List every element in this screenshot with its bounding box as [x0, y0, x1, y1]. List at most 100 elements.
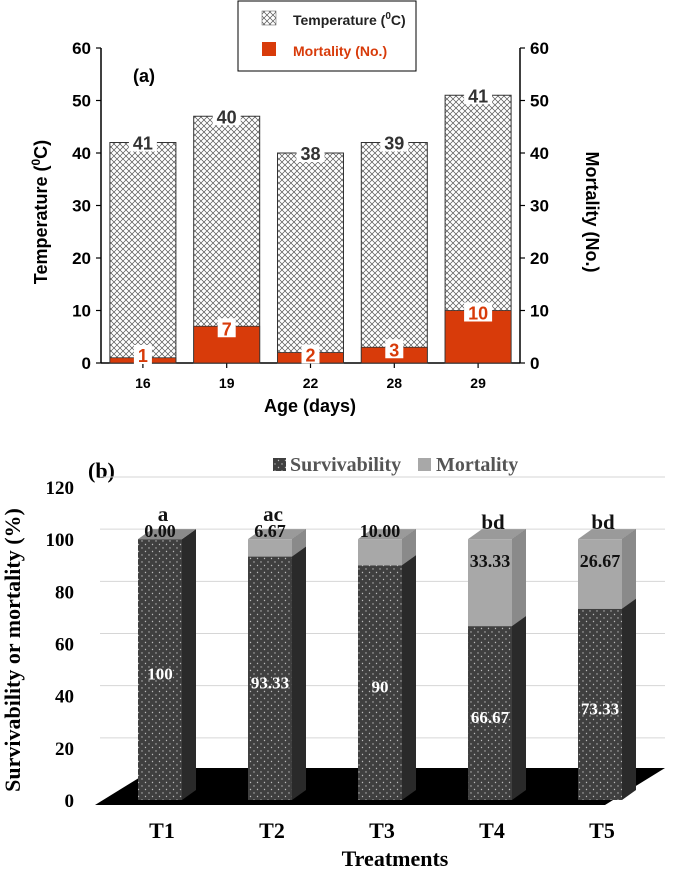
left-tick-label: 50 — [72, 92, 91, 111]
temperature-label-bg — [128, 132, 157, 152]
mortality-data-label: 10 — [468, 304, 488, 324]
survivability-bar — [138, 539, 182, 800]
left-tick-label: 40 — [72, 144, 91, 163]
significance-letter: bd — [591, 510, 615, 534]
right-tick-label: 50 — [530, 92, 549, 111]
mortality-label-bg — [217, 318, 236, 338]
mortality-label-bg — [133, 345, 152, 364]
right-tick-label: 0 — [530, 354, 539, 373]
legend-swatch-temperature — [261, 10, 277, 26]
bar-top-face — [578, 529, 636, 540]
mortality-side-face — [292, 529, 306, 557]
left-tick-label: 0 — [82, 354, 91, 373]
left-tick-label: 20 — [72, 249, 91, 268]
left-tick-label: 10 — [72, 302, 91, 321]
survivability-bar — [248, 556, 292, 800]
temperature-bar — [109, 142, 177, 364]
x-tick-label: 28 — [387, 375, 403, 391]
significance-letter: ac — [263, 502, 283, 526]
survivability-data-label: 100 — [147, 665, 173, 684]
mortality-bar — [248, 539, 292, 557]
right-tick-label: 60 — [530, 39, 549, 58]
y-tick-label: 120 — [46, 478, 75, 499]
y-tick-label: 100 — [46, 530, 75, 551]
panel-a-legend: Temperature (0C) Mortality (No.) — [237, 0, 417, 72]
bar-top-face — [468, 529, 526, 540]
y-tick-label: 60 — [55, 635, 74, 656]
y-tick-label: 20 — [55, 739, 74, 760]
x-tick-label: 29 — [470, 375, 486, 391]
bar-side-face — [402, 529, 416, 800]
left-tick-label: 60 — [72, 39, 91, 58]
significance-letter: a — [158, 502, 169, 526]
mortality-data-label: 1 — [138, 346, 148, 366]
temperature-data-label: 39 — [384, 134, 404, 154]
mortality-data-label: 3 — [389, 340, 399, 360]
y-tick-label: 0 — [65, 791, 75, 812]
mortality-label-bg — [301, 344, 320, 364]
legend-label-mortality-b: Mortality — [436, 454, 518, 476]
temperature-data-label: 41 — [133, 134, 153, 154]
mortality-data-label: 2 — [305, 346, 315, 366]
mortality-side-face — [402, 529, 416, 566]
temperature-data-label: 40 — [217, 107, 237, 127]
bar-top-face — [248, 529, 306, 540]
panel-a-bars: 41 1 40 7 38 2 39 3 41 10 — [109, 85, 512, 366]
temperature-data-label: 38 — [300, 144, 320, 164]
temperature-bar — [277, 152, 344, 364]
legend-swatch-mortality — [262, 42, 276, 56]
temperature-data-label: 41 — [468, 86, 488, 106]
y-tick-label: 40 — [55, 687, 74, 708]
mortality-data-label: 0.00 — [144, 521, 176, 541]
panel-b-y-axis-label: Survivability or mortality (%) — [0, 508, 25, 792]
mortality-side-face — [622, 529, 636, 609]
panel-a-label: (a) — [133, 66, 155, 86]
panel-a-right-axis-label: Mortality (No.) — [582, 152, 602, 273]
legend-label-mortality: Mortality (No.) — [293, 43, 387, 59]
panel-b-ticks: 0 20 40 60 80 100 120 T1 T2 T3 T4 T5 — [46, 478, 615, 843]
legend-label-survivability: Survivability — [290, 454, 401, 476]
panel-b-survivability-mortality: (b) Survivability Mortality 0 20 40 60 80 100… — [0, 454, 665, 870]
panel-a-left-axis-label: Temperature (0C) — [29, 140, 51, 284]
y-tick-label: 80 — [55, 582, 74, 603]
temperature-label-bg — [380, 132, 409, 152]
mortality-data-label: 6.67 — [254, 521, 286, 541]
mortality-data-label: 33.33 — [470, 551, 511, 571]
x-tick-label: 22 — [303, 375, 319, 391]
survivability-bar — [358, 565, 402, 800]
panel-b-label: (b) — [88, 458, 115, 483]
mortality-data-label: 7 — [222, 319, 232, 339]
bar-top-face — [138, 529, 196, 540]
x-tick-label: T1 — [149, 818, 175, 843]
temperature-label-bg — [464, 85, 493, 105]
bar-side-face — [292, 529, 306, 800]
survivability-data-label: 93.33 — [251, 673, 289, 692]
legend-swatch-mortality-b — [418, 458, 431, 471]
right-tick-label: 20 — [530, 249, 549, 268]
mortality-data-label: 26.67 — [580, 551, 621, 571]
left-tick-label: 30 — [72, 197, 91, 216]
significance-letter: bd — [481, 510, 505, 534]
mortality-label-bg — [385, 339, 404, 359]
mortality-label-bg — [464, 302, 493, 322]
legend-label-temperature: Temperature (0C) — [293, 11, 406, 28]
right-tick-label: 30 — [530, 197, 549, 216]
temperature-label-bg — [296, 143, 325, 162]
right-tick-label: 40 — [530, 144, 549, 163]
panel-a-ticks: 0 0 10 10 20 20 30 30 40 40 50 50 60 60 16 19 22 28 29 — [72, 39, 549, 391]
panel-b-x-axis-label: Treatments — [342, 846, 449, 870]
bar-top-face — [358, 529, 416, 540]
panel-b-legend: Survivability Mortality — [273, 454, 518, 476]
mortality-bar — [358, 539, 402, 566]
mortality-bar — [468, 539, 512, 627]
legend-swatch-survivability — [273, 458, 286, 471]
x-tick-label: T4 — [479, 818, 505, 843]
x-tick-label: 16 — [135, 375, 151, 391]
panel-a-temperature-mortality: (a) Temperature (0C) Mortality (No.) 0 0 1… — [29, 0, 602, 416]
mortality-data-label: 10.00 — [360, 521, 401, 541]
survivability-data-label: 90 — [372, 678, 389, 697]
temperature-label-bg — [212, 106, 241, 126]
survivability-data-label: 73.33 — [581, 699, 619, 718]
